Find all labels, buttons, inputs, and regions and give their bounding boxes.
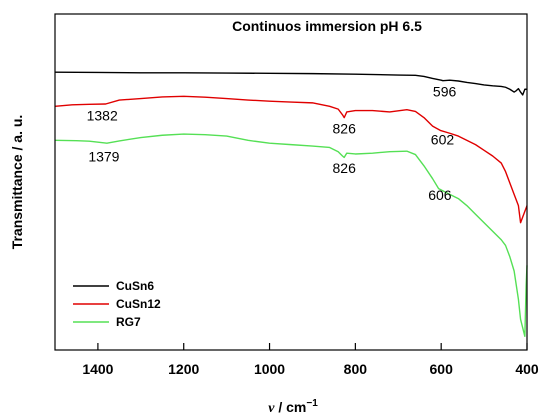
y-axis-label: Transmittance / a. u. — [9, 115, 25, 250]
x-tick-label: 1200 — [168, 361, 199, 377]
x-axis-label: ν / cm−1 — [268, 398, 318, 416]
peak-label: 826 — [333, 160, 357, 176]
series-line-rg7 — [54, 133, 528, 338]
peak-label: 1379 — [88, 149, 119, 165]
x-tick-label: 1400 — [82, 361, 113, 377]
peak-label: 606 — [428, 187, 452, 203]
x-tick-label: 800 — [344, 361, 368, 377]
series-layer — [54, 71, 528, 338]
x-tick-label: 1000 — [254, 361, 285, 377]
legend: CuSn6 CuSn12 RG7 — [73, 279, 161, 329]
peak-label: 602 — [431, 132, 455, 148]
series-line-cusn6 — [54, 71, 527, 96]
x-ticks: 1400 1200 1000 800 600 400 — [82, 343, 539, 377]
legend-label-cusn12: CuSn12 — [116, 297, 161, 311]
legend-label-rg7: RG7 — [116, 315, 141, 329]
x-tick-label: 600 — [430, 361, 454, 377]
peak-label: 1382 — [87, 107, 118, 123]
series-line-cusn12 — [54, 95, 528, 224]
plot-frame — [54, 13, 528, 351]
chart-title: Continuos immersion pH 6.5 — [232, 18, 422, 34]
legend-label-cusn6: CuSn6 — [116, 279, 154, 293]
peak-label: 596 — [433, 83, 457, 99]
peak-label: 826 — [333, 120, 357, 136]
peak-annotations: 596 1382 826 602 1379 826 606 — [87, 83, 457, 203]
x-tick-label: 400 — [515, 361, 539, 377]
